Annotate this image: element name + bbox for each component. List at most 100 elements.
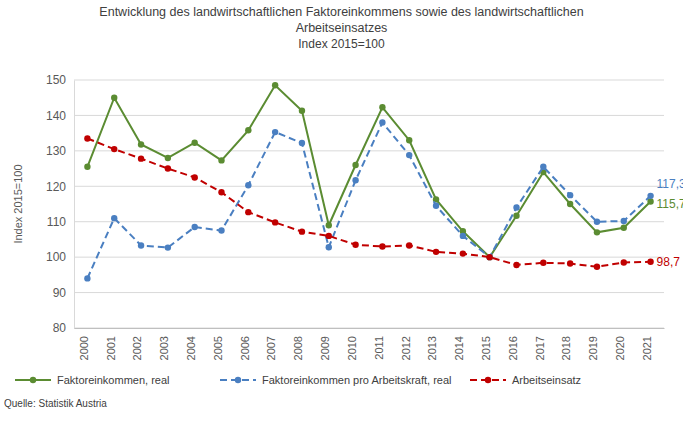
title: Entwicklung des landwirtschaftlichen Fak… bbox=[99, 5, 583, 19]
x-tick: 2011 bbox=[373, 328, 385, 360]
series-marker bbox=[245, 209, 251, 215]
series-marker bbox=[326, 244, 332, 250]
y-axis-line bbox=[74, 81, 75, 329]
x-tick-label: 2002 bbox=[131, 336, 143, 360]
y-tick: 140 bbox=[46, 109, 74, 123]
series-marker bbox=[299, 108, 305, 114]
grid bbox=[74, 80, 664, 328]
x-tick-label: 2015 bbox=[480, 336, 492, 360]
series-marker bbox=[433, 249, 439, 255]
series-marker bbox=[272, 82, 278, 88]
series-marker bbox=[513, 262, 519, 268]
x-tick-label: 2021 bbox=[641, 336, 653, 360]
series-marker bbox=[245, 182, 251, 188]
title: Arbeitseinsatzes bbox=[296, 21, 388, 35]
legend-marker bbox=[485, 377, 491, 383]
x-tick: 2013 bbox=[426, 328, 438, 360]
y-tick-label: 130 bbox=[46, 144, 66, 158]
series-marker bbox=[406, 152, 412, 158]
series-marker bbox=[621, 259, 627, 265]
series-marker bbox=[138, 242, 144, 248]
legend-marker bbox=[235, 377, 241, 383]
legend-label: Faktoreinkommen, real bbox=[57, 374, 170, 386]
series-marker bbox=[165, 244, 171, 250]
y-tick-label: 120 bbox=[46, 180, 66, 194]
legend: Faktoreinkommen, real Faktoreinkommen pro… bbox=[15, 374, 581, 386]
x-tick: 2004 bbox=[185, 328, 197, 360]
x-axis-line bbox=[75, 328, 665, 329]
x-tick: 2005 bbox=[212, 328, 224, 360]
grid-line bbox=[74, 257, 664, 258]
series-marker bbox=[567, 192, 573, 198]
grid-line bbox=[74, 186, 664, 187]
series-marker bbox=[460, 250, 466, 256]
x-tick: 2000 bbox=[78, 328, 90, 360]
y-tick-label: 150 bbox=[46, 73, 66, 87]
series-marker bbox=[191, 140, 197, 146]
value-label: 117,3 bbox=[657, 177, 683, 191]
series-marker bbox=[111, 215, 117, 221]
series-marker bbox=[379, 243, 385, 249]
series-marker bbox=[272, 219, 278, 225]
series-marker bbox=[406, 242, 412, 248]
series-marker bbox=[486, 254, 492, 260]
series-marker bbox=[138, 141, 144, 147]
y-tick-label: 100 bbox=[46, 250, 66, 264]
series-marker bbox=[111, 146, 117, 152]
x-tick-label: 2005 bbox=[212, 336, 224, 360]
series-marker bbox=[486, 254, 492, 260]
x-tick-label: 2001 bbox=[105, 336, 117, 360]
series-marker bbox=[111, 95, 117, 101]
y-tick-label: 90 bbox=[53, 286, 67, 300]
legend-item: Faktoreinkommen pro Arbeitskraft, real bbox=[220, 374, 452, 386]
x-axis: 2000200120022003200420052006200720082009… bbox=[75, 328, 665, 360]
x-tick-label: 2019 bbox=[587, 336, 599, 360]
series-marker bbox=[352, 162, 358, 168]
series-marker bbox=[326, 233, 332, 239]
series-marker bbox=[486, 254, 492, 260]
series-marker bbox=[218, 157, 224, 163]
series-marker bbox=[84, 164, 90, 170]
x-tick-label: 2020 bbox=[614, 336, 626, 360]
x-tick-label: 2013 bbox=[426, 336, 438, 360]
series-marker bbox=[540, 260, 546, 266]
series-marker bbox=[594, 264, 600, 270]
series-marker bbox=[299, 140, 305, 146]
y-tick: 120 bbox=[46, 180, 74, 194]
series-marker bbox=[245, 127, 251, 133]
value-label: 115,7 bbox=[657, 197, 683, 211]
grid-line bbox=[74, 80, 664, 81]
value-label: 98,7 bbox=[657, 255, 681, 269]
series-marker bbox=[379, 119, 385, 125]
x-tick: 2018 bbox=[560, 328, 572, 360]
series-marker bbox=[621, 218, 627, 224]
series-marker bbox=[326, 222, 332, 228]
x-tick-label: 2003 bbox=[158, 336, 170, 360]
grid-line bbox=[74, 115, 664, 116]
x-tick-label: 2004 bbox=[185, 336, 197, 360]
x-tick-label: 2018 bbox=[560, 336, 572, 360]
x-tick-label: 2006 bbox=[239, 336, 251, 360]
y-axis: 8090100110120130140150 bbox=[46, 73, 75, 335]
y-tick: 80 bbox=[53, 321, 74, 335]
series-marker bbox=[460, 233, 466, 239]
x-tick-label: 2009 bbox=[319, 336, 331, 360]
series-marker bbox=[433, 203, 439, 209]
x-tick: 2014 bbox=[453, 328, 465, 360]
series-line bbox=[87, 123, 650, 279]
x-tick-label: 2014 bbox=[453, 336, 465, 360]
x-tick-label: 2011 bbox=[373, 336, 385, 360]
grid-line bbox=[74, 221, 664, 222]
series-marker bbox=[594, 229, 600, 235]
x-tick-label: 2017 bbox=[534, 336, 546, 360]
series-marker bbox=[647, 193, 653, 199]
y-tick: 90 bbox=[53, 286, 74, 300]
series-line bbox=[87, 85, 650, 257]
series-marker bbox=[218, 227, 224, 233]
x-tick: 2009 bbox=[319, 328, 331, 360]
x-tick: 2021 bbox=[641, 328, 653, 360]
legend-label: Faktoreinkommen pro Arbeitskraft, real bbox=[262, 374, 452, 386]
series-marker bbox=[513, 212, 519, 218]
x-tick: 2001 bbox=[105, 328, 117, 360]
x-tick-label: 2008 bbox=[292, 336, 304, 360]
